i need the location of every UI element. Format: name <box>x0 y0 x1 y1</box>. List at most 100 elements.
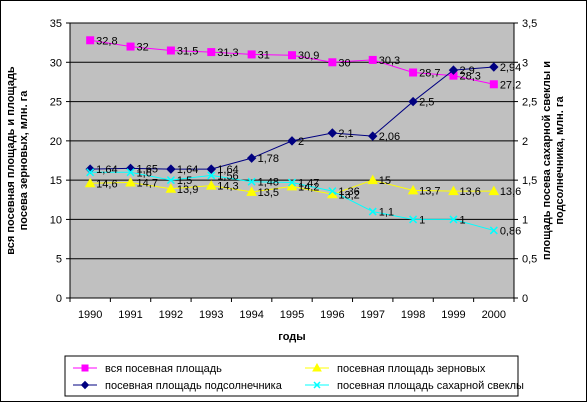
data-point-stroke <box>207 171 216 180</box>
data-point <box>81 364 89 372</box>
x-tick-label: 1995 <box>280 309 304 321</box>
data-point <box>313 381 321 389</box>
data-point-stroke <box>247 177 256 186</box>
data-label: 0,86 <box>500 225 521 237</box>
data-point <box>489 80 498 89</box>
data-point <box>327 128 338 138</box>
data-label: 27,2 <box>500 79 521 91</box>
data-label: 28,7 <box>419 68 440 80</box>
data-point <box>287 178 297 187</box>
data-point <box>166 46 175 55</box>
data-point <box>328 58 337 67</box>
legend-box <box>64 355 519 397</box>
data-label: 30 <box>338 57 350 69</box>
data-label: 14,6 <box>96 178 117 190</box>
data-point <box>247 50 256 59</box>
x-tick-label: 1998 <box>401 309 425 321</box>
data-point-stroke <box>126 168 135 177</box>
data-label: 13,7 <box>419 185 440 197</box>
data-point <box>409 215 418 224</box>
right-tick-label: 3,5 <box>522 18 537 30</box>
left-tick-label: 30 <box>50 57 62 69</box>
data-point <box>449 215 458 224</box>
x-tick-label: 1999 <box>441 309 465 321</box>
series-1 <box>86 36 498 89</box>
data-point <box>80 380 90 390</box>
x-axis-ticks: 1990 1991 1992 1993 1994 1995 1996 1997 1998 1999… <box>69 298 515 321</box>
data-label: 30,3 <box>379 55 400 67</box>
data-point-stroke <box>166 176 175 185</box>
data-label: 2 <box>298 136 304 148</box>
right-axis-title-line: площадь посева сахарной свеклы и <box>541 61 553 260</box>
data-label: 1 <box>459 214 465 226</box>
x-tick-label: 1990 <box>78 309 102 321</box>
data-point <box>286 180 298 191</box>
data-label: 1,1 <box>379 207 394 219</box>
data-label: 13,6 <box>459 186 480 198</box>
left-tick-label: 15 <box>50 175 62 187</box>
data-label: 14,2 <box>298 181 319 193</box>
left-axis-title-line: вся посевная площадь и площадь <box>5 66 17 255</box>
data-point <box>126 42 135 51</box>
data-point <box>408 96 418 107</box>
data-point <box>207 171 216 180</box>
data-point-stroke <box>449 215 458 224</box>
x-axis-title: годы <box>278 331 305 343</box>
left-axis-title: вся посевная площадь и площадьпосева зер… <box>5 66 30 255</box>
x-tick-label: 1992 <box>159 309 183 321</box>
data-label: 1 <box>419 214 425 226</box>
data-point <box>409 68 418 77</box>
legend-item: посевная площадь подсолнечника <box>73 380 283 392</box>
data-label: 2,9 <box>459 65 474 77</box>
data-label: 32 <box>137 42 149 54</box>
data-label: 1,36 <box>338 186 359 198</box>
data-label: 13,2 <box>338 189 359 201</box>
data-point <box>489 226 498 235</box>
plot-area <box>70 23 514 298</box>
data-point <box>247 177 256 186</box>
data-point <box>368 131 378 141</box>
data-label: 1,78 <box>258 153 279 165</box>
data-point <box>84 177 96 188</box>
right-tick-label: 2,5 <box>522 97 537 109</box>
left-tick-label: 5 <box>56 254 62 266</box>
data-label: 31 <box>258 49 270 61</box>
data-label: 32,8 <box>96 35 117 47</box>
right-tick-label: 0,5 <box>522 254 537 266</box>
data-label: 13,5 <box>258 187 279 199</box>
x-tick-label: 1997 <box>360 309 384 321</box>
data-point <box>126 168 135 177</box>
data-label: 2,5 <box>419 97 434 109</box>
data-point <box>312 362 322 372</box>
legend-label: посевная площадь зерновых <box>337 363 486 375</box>
data-label: 1,6 <box>137 167 152 179</box>
right-tick-label: 1 <box>522 214 528 226</box>
data-point <box>368 55 377 64</box>
data-label: 2,94 <box>500 62 521 74</box>
data-label: 15 <box>379 175 391 187</box>
right-axis-title-line: подсолнечника, млн. га <box>554 96 566 225</box>
x-tick-label: 1993 <box>199 309 223 321</box>
data-point <box>246 153 257 163</box>
data-point <box>165 183 177 193</box>
left-tick-label: 10 <box>50 214 62 226</box>
data-point <box>86 168 95 177</box>
right-tick-label: 3 <box>522 57 528 69</box>
x-tick-label: 2000 <box>482 309 506 321</box>
series-layer <box>84 36 500 235</box>
data-point-stroke <box>409 215 418 224</box>
right-tick-label: 2 <box>522 136 528 148</box>
data-labels: 32,8 32 31,5 31,3 31 30,9 30 30,3 28,7 28,3 27,2 14… <box>96 35 521 237</box>
data-label: 1,64 <box>217 164 238 176</box>
left-tick-label: 25 <box>50 97 62 109</box>
series-2 <box>84 174 500 199</box>
data-label: 1,47 <box>298 178 319 190</box>
data-point-stroke <box>489 226 498 235</box>
data-label: 2,06 <box>379 131 400 143</box>
data-point <box>205 180 217 190</box>
x-tick-label: 1994 <box>239 309 263 321</box>
data-point <box>86 36 95 45</box>
data-label: 1,48 <box>258 177 279 189</box>
data-label: 1,64 <box>96 164 117 176</box>
